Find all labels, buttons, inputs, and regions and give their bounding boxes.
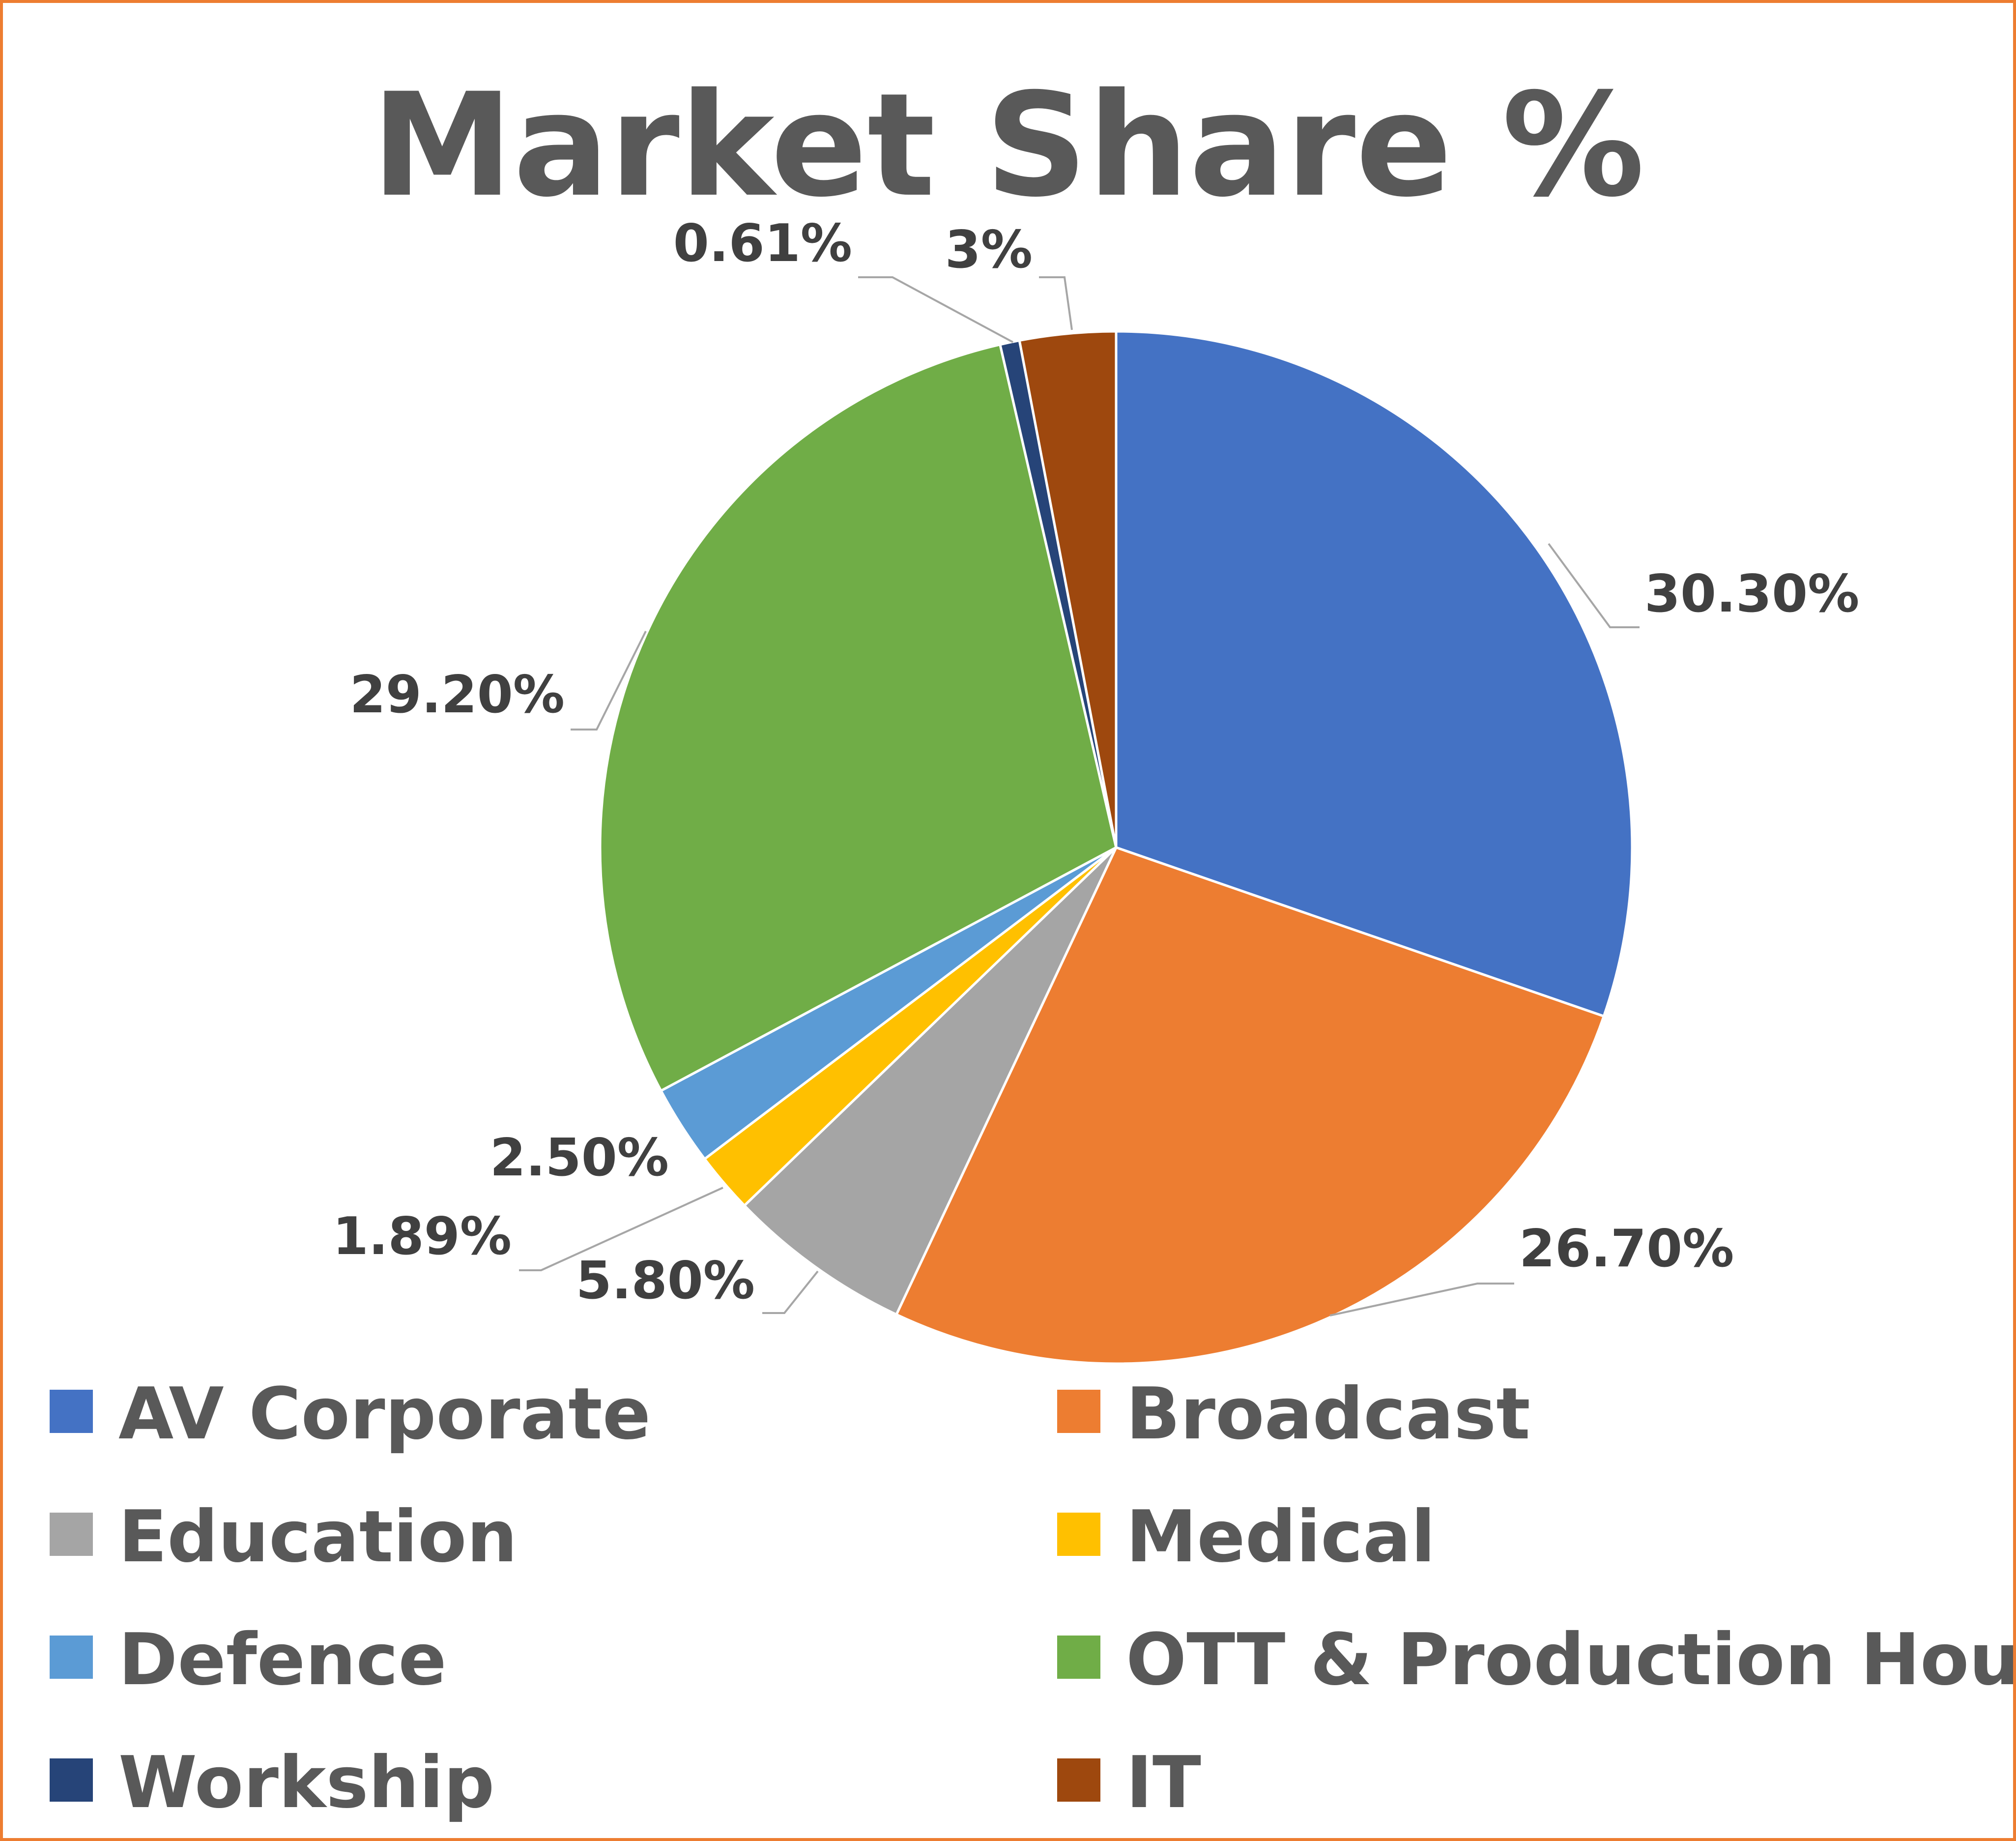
pie-slices bbox=[599, 330, 1634, 1365]
legend-item-defence: Defence bbox=[50, 1618, 447, 1701]
legend-swatch-it bbox=[1057, 1758, 1100, 1802]
legend-label-it: IT bbox=[1126, 1741, 1201, 1824]
legend-item-av-corporate: AV Corporate bbox=[50, 1373, 651, 1456]
data-label-education: 5.80% bbox=[576, 1251, 755, 1311]
legend-swatch-av-corporate bbox=[50, 1390, 93, 1433]
leader-lines bbox=[519, 276, 1640, 1316]
legend-swatch-workship bbox=[50, 1758, 93, 1802]
leader-line-workship bbox=[858, 276, 1013, 343]
data-label-av-corporate: 30.30% bbox=[1644, 564, 1859, 624]
legend-label-av-corporate: AV Corporate bbox=[118, 1373, 651, 1456]
leader-line-medical bbox=[519, 1187, 723, 1271]
legend-item-it: IT bbox=[1057, 1741, 1201, 1824]
pie-slice-av-corporate bbox=[1115, 330, 1634, 1018]
legend-swatch-broadcast bbox=[1057, 1390, 1100, 1433]
data-label-it: 3% bbox=[945, 220, 1033, 280]
legend-item-broadcast: Broadcast bbox=[1057, 1373, 1530, 1456]
legend-label-workship: Workship bbox=[118, 1741, 494, 1824]
chart-title: Market Share % bbox=[372, 63, 1645, 229]
legend-label-medical: Medical bbox=[1126, 1495, 1436, 1578]
leader-line-ott-and-production-houses bbox=[571, 631, 647, 731]
legend-item-education: Education bbox=[50, 1495, 518, 1578]
data-label-broadcast: 26.70% bbox=[1519, 1219, 1734, 1279]
legend-swatch-defence bbox=[50, 1636, 93, 1679]
pie-slice-ott-and-production-houses bbox=[599, 343, 1118, 1093]
leader-line-broadcast bbox=[1329, 1283, 1514, 1316]
pie-slice-it bbox=[1018, 330, 1118, 848]
legend-item-medical: Medical bbox=[1057, 1495, 1436, 1578]
pie-chart: Market Share % 30.30% 26.70% 5.80% 1.89% 2.5… bbox=[50, 63, 2013, 1824]
data-labels: 30.30% 26.70% 5.80% 1.89% 2.50% 29.20% 0.61% 3% bbox=[333, 213, 1860, 1311]
legend: AV Corporate Broadcast Education Medical Def… bbox=[50, 1373, 2013, 1824]
legend-label-broadcast: Broadcast bbox=[1126, 1373, 1530, 1456]
legend-swatch-medical bbox=[1057, 1513, 1100, 1556]
legend-swatch-ott-and-production-houses bbox=[1057, 1636, 1100, 1679]
pie-slice-education bbox=[743, 847, 1118, 1316]
legend-label-defence: Defence bbox=[118, 1618, 447, 1701]
legend-label-ott-and-production-houses: OTT & Production Houses bbox=[1126, 1618, 2013, 1701]
leader-line-av-corporate bbox=[1548, 543, 1640, 628]
data-label-defence: 2.50% bbox=[490, 1128, 669, 1188]
pie-slice-broadcast bbox=[894, 846, 1606, 1365]
data-label-ott-and-production-houses: 29.20% bbox=[350, 665, 565, 725]
leader-line-education bbox=[762, 1270, 819, 1314]
data-label-workship: 0.61% bbox=[673, 213, 852, 273]
legend-item-ott-and-production-houses: OTT & Production Houses bbox=[1057, 1618, 2013, 1701]
legend-item-workship: Workship bbox=[50, 1741, 494, 1824]
data-label-medical: 1.89% bbox=[333, 1206, 512, 1266]
leader-line-it bbox=[1039, 276, 1073, 330]
legend-swatch-education bbox=[50, 1513, 93, 1556]
legend-label-education: Education bbox=[118, 1495, 518, 1578]
